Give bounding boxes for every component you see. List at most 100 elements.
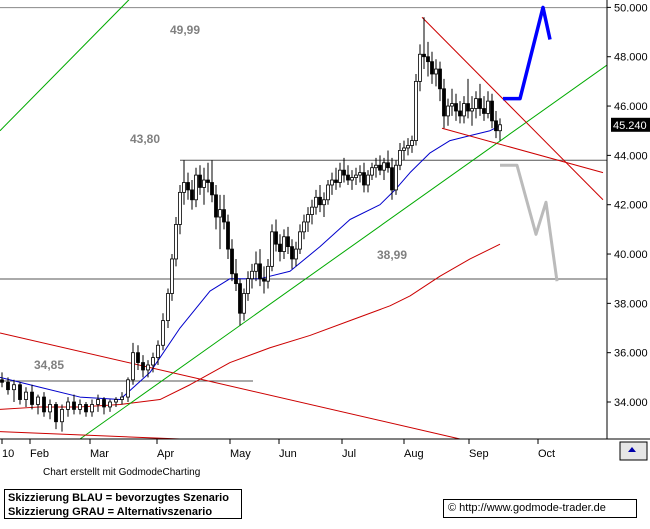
candle-body (30, 391, 34, 405)
candle-body (346, 174, 350, 181)
candle-body (390, 167, 394, 191)
candle-body (290, 246, 294, 260)
candle-body (214, 194, 218, 218)
candle-body (198, 174, 202, 188)
candle-body (262, 278, 266, 282)
x-tick-label: Feb (30, 448, 49, 460)
candle-body (302, 221, 306, 233)
candle-body (90, 404, 94, 413)
candle-body (462, 103, 466, 117)
candle-body (482, 108, 486, 114)
candle-body (466, 103, 470, 112)
candle-body (338, 169, 342, 183)
candle-body (294, 248, 298, 260)
candle-body (422, 53, 426, 58)
candle-body (282, 236, 286, 252)
candle-body (358, 172, 362, 176)
y-tick-label: 38.000 (614, 298, 648, 310)
axes: 50.000 48.000 46.000 44.000 42.000 40.000 38.0… (0, 0, 650, 461)
trend-lines (0, 0, 650, 440)
candle-body (136, 352, 140, 363)
candle-body (250, 270, 254, 280)
candle-body (246, 278, 250, 294)
y-tick-label: 42.000 (614, 200, 648, 212)
candle-body (374, 164, 378, 169)
candle-body (230, 248, 234, 275)
candle-body (442, 88, 446, 117)
copyright-icon: © (448, 502, 457, 514)
candle-body (202, 179, 206, 188)
candle-body (490, 100, 494, 122)
candle-body (190, 189, 194, 201)
candle-body (402, 147, 406, 151)
candle-body (366, 174, 370, 186)
candle-body (78, 404, 82, 410)
candle-body (378, 164, 382, 171)
candle-body (84, 404, 88, 413)
candle-body (6, 381, 10, 391)
candle-body (234, 273, 238, 285)
candle-body (210, 182, 214, 196)
candle-body (278, 243, 282, 252)
y-tick-label: 44.000 (614, 150, 648, 162)
candle-body (334, 179, 338, 183)
source-url[interactable]: © http://www.godmode-trader.de (443, 499, 637, 518)
candle-body (410, 140, 414, 146)
uptrend-line (79, 34, 650, 440)
x-tick-label: 10 (2, 448, 14, 460)
candles (0, 17, 502, 432)
candle-body (161, 320, 165, 346)
arrow-icon (628, 447, 636, 452)
candle-body (458, 110, 462, 117)
legend-gray: Skizzierung GRAU = Alternativszenario (8, 506, 213, 518)
candle-body (350, 177, 354, 181)
candle-body (406, 145, 410, 149)
candle-body (72, 401, 76, 410)
candle-body (306, 214, 310, 223)
fan-top-line (421, 16, 604, 201)
candle-body (438, 68, 442, 90)
candle-body (474, 98, 478, 109)
last-price-label: 45.240 (613, 120, 647, 132)
level-label: 38,99 (377, 248, 407, 262)
x-tick-label: Sep (469, 448, 489, 460)
candle-body (326, 184, 330, 201)
candle-body (170, 258, 174, 294)
x-tick-label: Oct (538, 448, 555, 460)
candle-body (12, 384, 16, 391)
candle-body (470, 108, 474, 112)
candle-body (322, 199, 326, 206)
candle-body (42, 396, 46, 413)
scenario-gray-path (500, 163, 559, 282)
x-tick-label: Jul (342, 448, 356, 460)
level-label: 43,80 (130, 132, 160, 146)
candle-body (218, 209, 222, 218)
candle-body (206, 179, 210, 183)
candle-body (66, 401, 70, 410)
candle-body (178, 191, 182, 225)
last-price-tag (611, 117, 650, 132)
candle-body (434, 68, 438, 75)
candle-body (486, 100, 490, 114)
candle-body (454, 103, 458, 112)
candle-body (194, 174, 198, 201)
candle-body (342, 169, 346, 176)
scenario-blue-path (503, 5, 552, 101)
candle-body (274, 231, 278, 245)
level-lines (0, 7, 607, 382)
ma-short-line (0, 125, 501, 401)
candle-body (102, 399, 106, 408)
candle-body (354, 174, 358, 178)
y-tick-label: 34.000 (614, 397, 648, 409)
lower-downtrend-line (0, 431, 181, 440)
candle-body (146, 364, 150, 371)
y-tick-label: 48.000 (614, 52, 648, 64)
candle-body (18, 384, 22, 400)
chart-credit: Chart erstellt mit GodmodeCharting (43, 467, 201, 478)
candle-body (370, 167, 374, 176)
x-tick-label: Jun (279, 448, 297, 460)
candle-body (48, 404, 52, 413)
candle-body (156, 344, 160, 359)
candle-body (126, 379, 130, 398)
